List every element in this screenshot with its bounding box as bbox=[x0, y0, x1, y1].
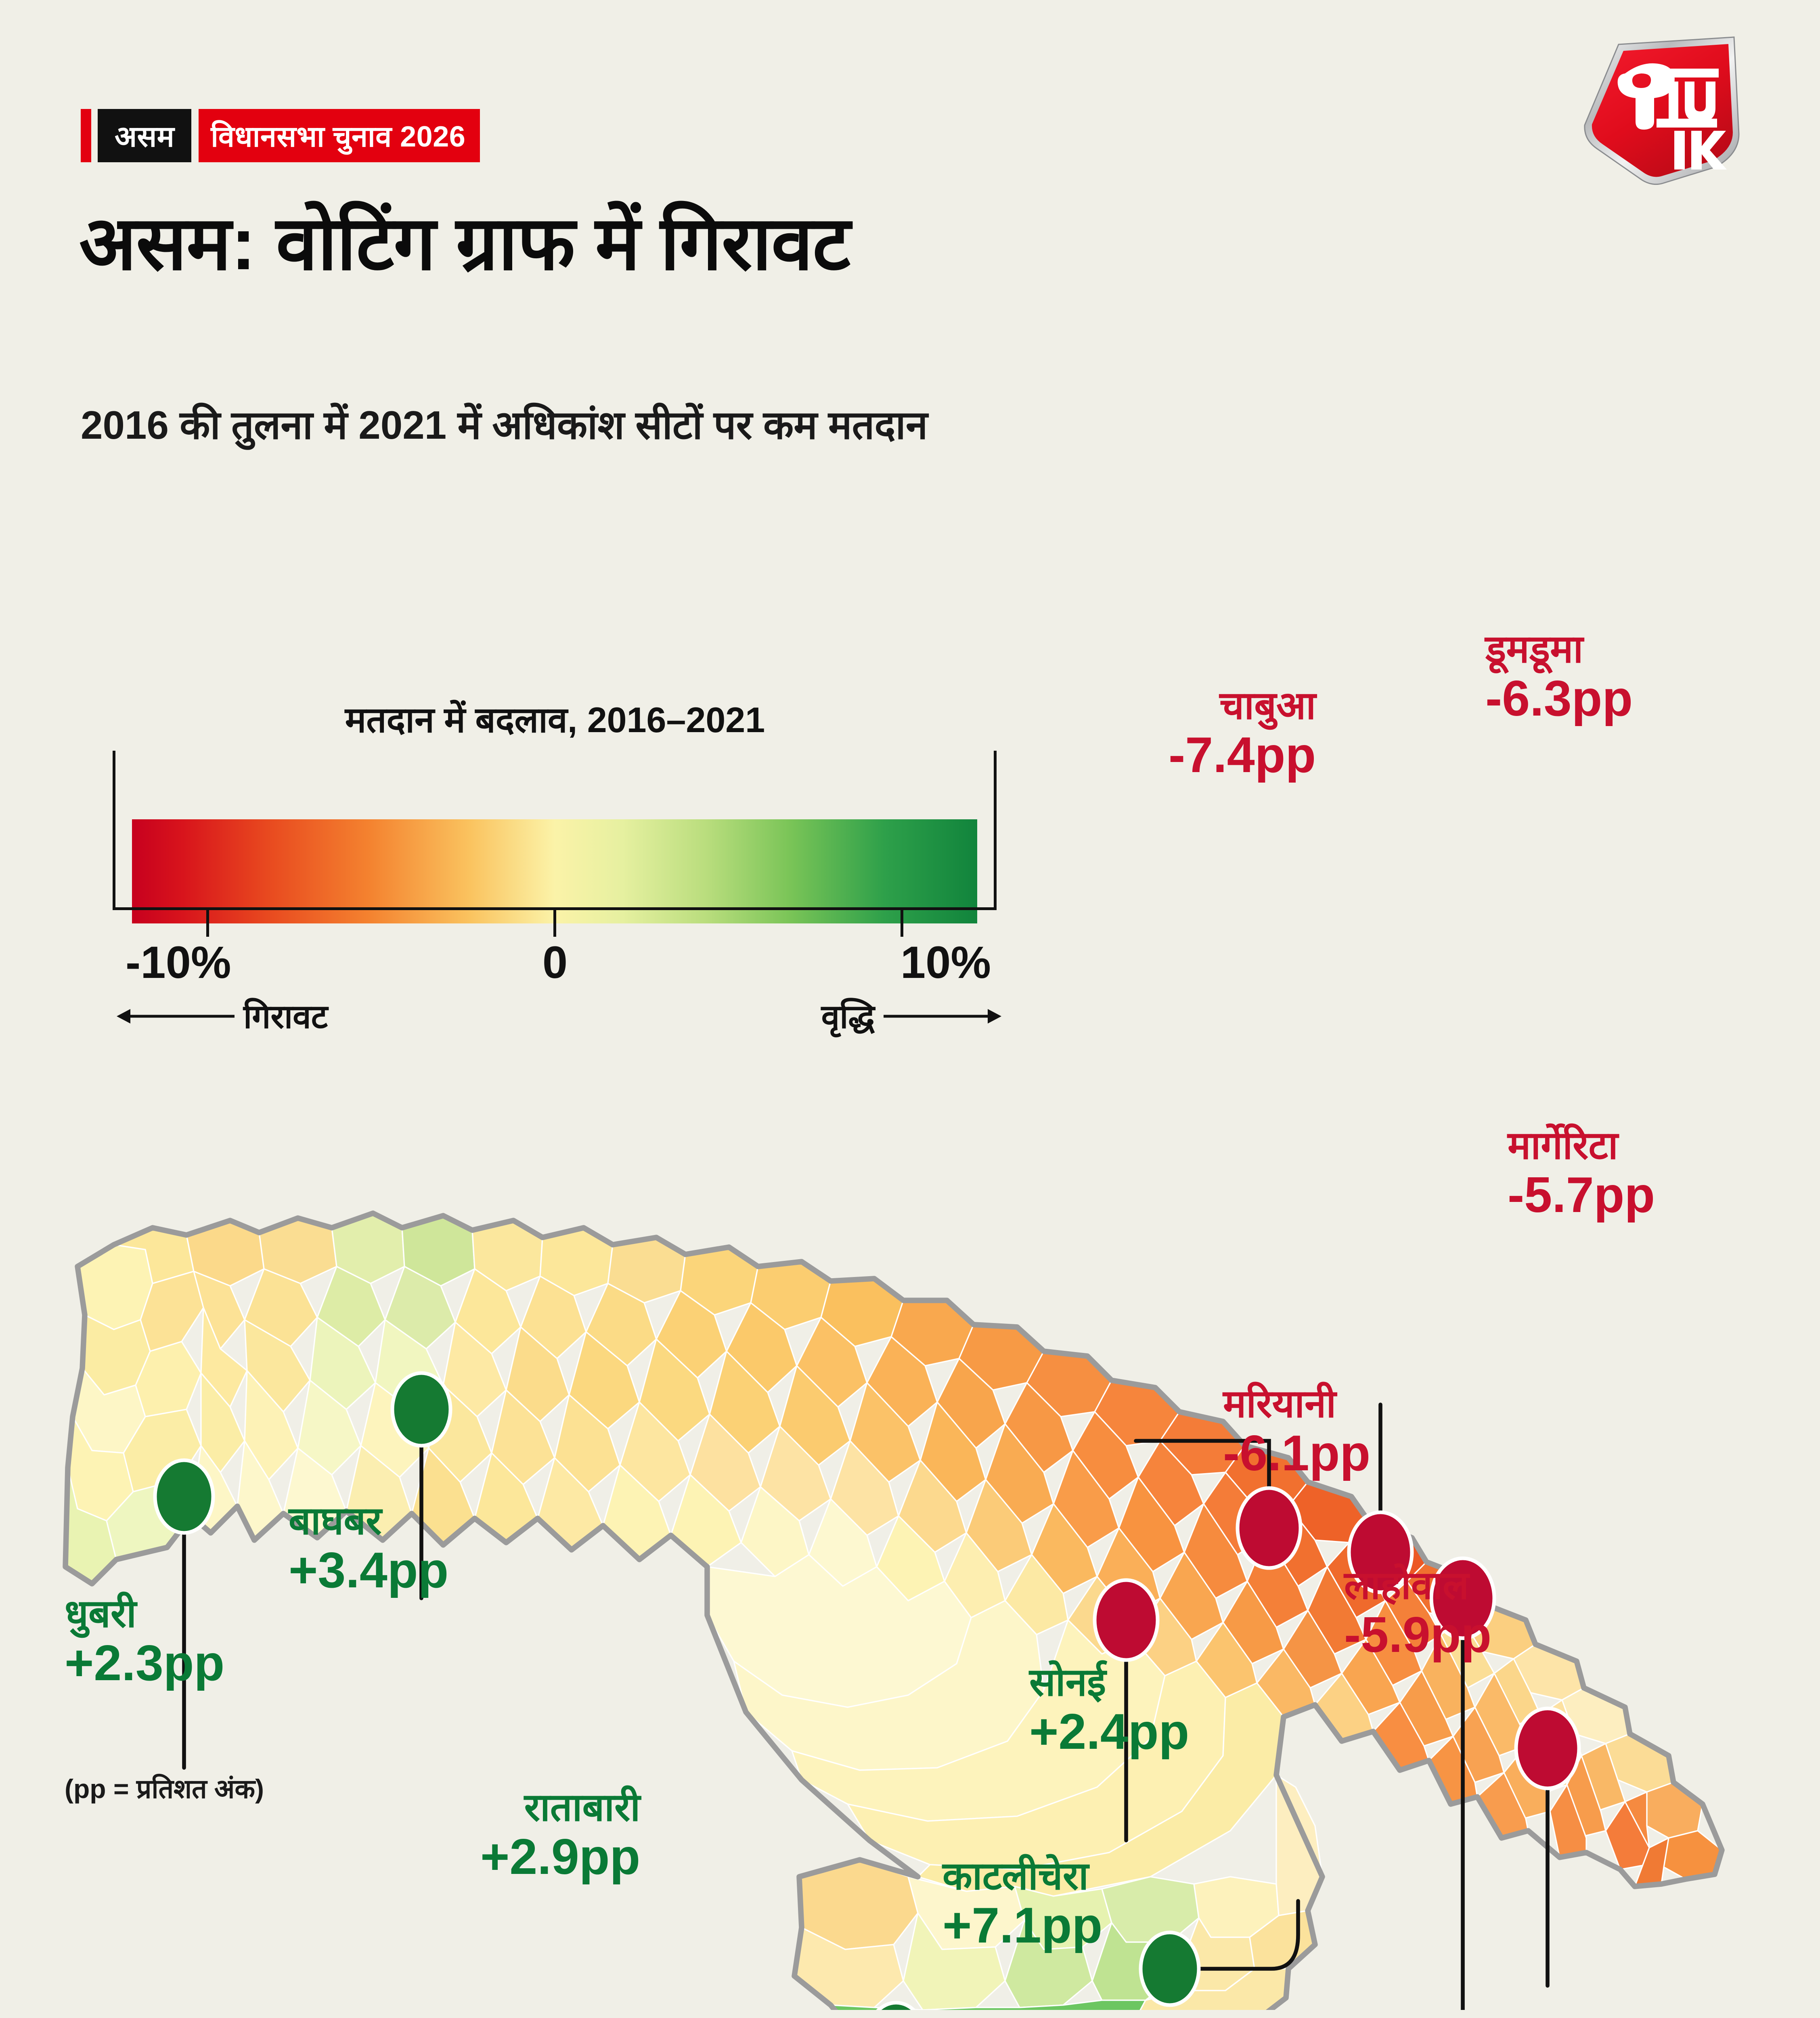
marker-dot-sonai bbox=[1139, 1930, 1201, 2007]
legend-end-tick-left bbox=[113, 751, 115, 908]
legend-label-mid: 0 bbox=[542, 937, 568, 988]
legend-end-tick-right bbox=[994, 751, 997, 908]
callout-name-baghbar: बाघबर bbox=[289, 1499, 382, 1543]
marker-dot-doomdooma bbox=[1347, 1510, 1414, 1594]
callout-name-ratabari: राताबारी bbox=[524, 1786, 641, 1829]
callout-value-baghbar: +3.4pp bbox=[289, 1542, 449, 1598]
callout-value-katlicherra: +7.1pp bbox=[942, 1897, 1103, 1953]
callout-value-lahowal: -5.9pp bbox=[1344, 1607, 1492, 1663]
callout-chabua: चाबुआ -7.4pp bbox=[1169, 686, 1316, 781]
callout-name-dhubri: धुबरी bbox=[65, 1592, 136, 1635]
callout-value-doomdooma: -6.3pp bbox=[1485, 670, 1633, 726]
legend-tick-mid bbox=[553, 910, 556, 937]
legend-increase-group: वृद्धि bbox=[821, 993, 1003, 1038]
assam-choropleth-map bbox=[61, 920, 1768, 2010]
legend-tick-min bbox=[206, 910, 209, 937]
callout-value-ratabari: +2.9pp bbox=[480, 1829, 641, 1885]
legend-direction-row: गिरावट वृद्धि bbox=[103, 993, 1007, 1037]
marker-dot-ratabari bbox=[876, 2001, 916, 2010]
legend-axis bbox=[113, 751, 997, 937]
legend-label-min: -10% bbox=[126, 937, 231, 988]
callout-dhubri: धुबरी +2.3pp bbox=[65, 1594, 224, 1689]
arrow-right-icon bbox=[884, 1009, 1001, 1024]
callout-doomdooma: डूमडूमा -6.3pp bbox=[1485, 630, 1633, 724]
callout-value-margherita: -5.7pp bbox=[1508, 1167, 1655, 1223]
callout-value-mariani: -6.1pp bbox=[1223, 1425, 1371, 1481]
pp-footnote: (pp = प्रतिशत अंक) bbox=[65, 1774, 264, 1804]
marker-dot-lahowal bbox=[1429, 1556, 1496, 1640]
legend-title: मतदान में बदलाव, 2016–2021 bbox=[345, 700, 765, 740]
callout-name-lahowal: लाहोवाल bbox=[1344, 1564, 1469, 1607]
callout-name-doomdooma: डूमडूमा bbox=[1485, 628, 1583, 671]
arrow-left-icon bbox=[117, 1009, 235, 1024]
legend-baseline bbox=[113, 907, 997, 910]
kicker-separator bbox=[191, 109, 199, 162]
map-legend: मतदान में बदलाव, 2016–2021 -10% 0 10% गि… bbox=[103, 694, 1007, 1035]
callout-name-sonai: सोनई bbox=[1029, 1661, 1106, 1704]
callout-mariani: मरियानी -6.1pp bbox=[1223, 1384, 1370, 1479]
legend-tick-labels: -10% 0 10% bbox=[103, 936, 1007, 988]
callout-lahowal: लाहोवाल -5.9pp bbox=[1344, 1564, 1492, 1663]
legend-decrease-label: गिरावट bbox=[243, 999, 328, 1035]
map-constituency-polygons bbox=[65, 1212, 1723, 2010]
callout-ratabari: राताबारी +2.9pp bbox=[480, 1786, 641, 1885]
callout-name-chabua: चाबुआ bbox=[1219, 684, 1316, 727]
kicker-event-label: विधानसभा चुनाव 2026 bbox=[199, 109, 480, 162]
legend-decrease-group: गिरावट bbox=[115, 993, 328, 1038]
marker-dot-dhubri bbox=[153, 1458, 215, 1535]
callout-baghbar: बाघबर +3.4pp bbox=[289, 1501, 448, 1596]
page-title: असम: वोटिंग ग्राफ में गिरावट bbox=[79, 202, 850, 285]
marker-dot-mariani bbox=[1093, 1578, 1160, 1662]
callout-sonai: सोनई +2.4pp bbox=[1029, 1661, 1190, 1760]
aaj-tak-logo bbox=[1573, 25, 1747, 186]
kicker-state-label: असम bbox=[98, 109, 192, 162]
page-subtitle: 2016 की तुलना में 2021 में अधिकांश सीटों… bbox=[81, 403, 928, 447]
legend-tick-max bbox=[901, 910, 903, 937]
legend-color-gradient bbox=[132, 819, 977, 923]
kicker-banner: असम विधानसभा चुनाव 2026 bbox=[81, 109, 480, 162]
callout-margherita: मार्गेरिटा -5.7pp bbox=[1508, 1124, 1655, 1223]
callout-name-mariani: मरियानी bbox=[1223, 1382, 1336, 1426]
marker-dot-chabua bbox=[1236, 1486, 1303, 1570]
map-marker-dots bbox=[153, 1371, 1581, 2010]
kicker-red-rule bbox=[81, 109, 91, 162]
callout-katlicherra: काटलीचेरा +7.1pp bbox=[942, 1857, 1102, 1951]
callout-value-chabua: -7.4pp bbox=[1169, 727, 1316, 783]
callout-name-margherita: मार्गेरिटा bbox=[1508, 1124, 1618, 1167]
marker-dot-margherita bbox=[1514, 1706, 1581, 1790]
leader-line-chabua bbox=[1134, 1439, 1271, 1530]
callout-value-dhubri: +2.3pp bbox=[65, 1635, 225, 1691]
callout-name-katlicherra: काटलीचेरा bbox=[942, 1855, 1089, 1898]
kicker-gap bbox=[91, 109, 98, 162]
marker-dot-baghbar bbox=[390, 1371, 452, 1448]
leader-line-sonai bbox=[1168, 1899, 1300, 1971]
legend-increase-label: वृद्धि bbox=[821, 999, 875, 1035]
legend-label-max: 10% bbox=[900, 937, 991, 988]
callout-value-sonai: +2.4pp bbox=[1029, 1704, 1190, 1760]
